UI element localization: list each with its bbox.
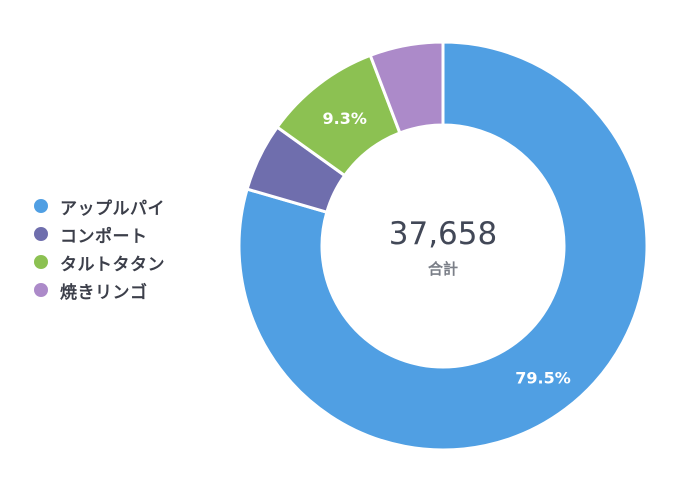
slice-data-label: 9.3%	[323, 109, 367, 128]
legend: アップルパイ コンポート タルトタタン 焼きリンゴ	[34, 192, 165, 304]
legend-swatch	[34, 283, 48, 297]
donut-slice[interactable]	[237, 40, 649, 452]
total-label: 合計	[427, 260, 458, 278]
legend-label: 焼きリンゴ	[60, 282, 148, 303]
legend-swatch	[34, 255, 48, 269]
slice-data-label: 79.5%	[515, 369, 571, 388]
legend-label: コンポート	[60, 226, 148, 247]
legend-swatch	[34, 227, 48, 241]
legend-item-baked-apple[interactable]: 焼きリンゴ	[34, 276, 165, 304]
legend-label: アップルパイ	[60, 198, 165, 219]
legend-item-tarte-tatin[interactable]: タルトタタン	[34, 248, 165, 276]
legend-label: タルトタタン	[60, 254, 165, 275]
legend-item-apple-pie[interactable]: アップルパイ	[34, 192, 165, 220]
legend-item-compote[interactable]: コンポート	[34, 220, 165, 248]
legend-swatch	[34, 199, 48, 213]
total-value: 37,658	[388, 216, 498, 252]
donut-slice[interactable]	[368, 40, 445, 135]
